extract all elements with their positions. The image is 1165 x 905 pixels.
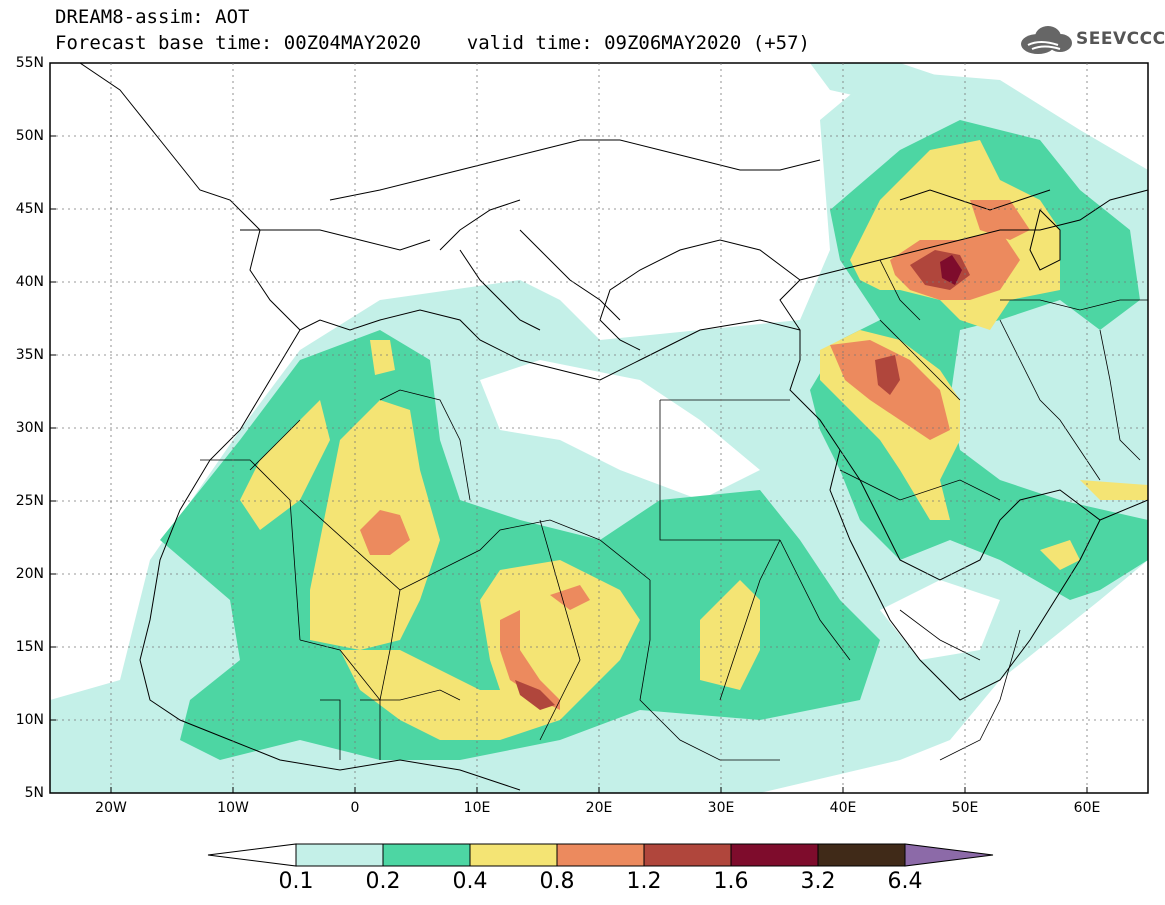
colorbar-swatch	[295, 843, 384, 867]
colorbar-swatch	[469, 843, 558, 867]
gridlines	[50, 63, 1148, 793]
lon-label: 20W	[95, 800, 127, 816]
lon-label: 10W	[217, 800, 249, 816]
cloud-icon	[1021, 26, 1072, 54]
coastlines	[79, 63, 1148, 791]
lat-label: 55N	[15, 55, 44, 71]
lon-label: 20E	[585, 800, 613, 816]
lat-label: 10N	[15, 712, 44, 728]
lat-label: 40N	[15, 274, 44, 290]
colorbar	[207, 843, 994, 867]
lon-label: 50E	[951, 800, 979, 816]
colorbar-label: 1.2	[626, 869, 662, 894]
colorbar-label: 0.1	[278, 869, 314, 894]
colorbar-label: 0.4	[452, 869, 488, 894]
lat-label: 45N	[15, 201, 44, 217]
lon-label: 60E	[1073, 800, 1101, 816]
lon-label: 0	[350, 800, 360, 816]
lat-label: 50N	[15, 128, 44, 144]
colorbar-label: 1.6	[713, 869, 749, 894]
colorbar-swatch	[382, 843, 471, 867]
colorbar-arrow-low	[207, 843, 297, 867]
lon-label: 40E	[829, 800, 857, 816]
lat-label: 30N	[15, 420, 44, 436]
lat-label: 20N	[15, 566, 44, 582]
lat-label: 15N	[15, 639, 44, 655]
lat-label: 25N	[15, 493, 44, 509]
colorbar-swatch	[817, 843, 906, 867]
colorbar-swatch	[643, 843, 732, 867]
axis-ticks	[50, 62, 1088, 794]
forecast-times: Forecast base time: 00Z04MAY2020 valid t…	[55, 32, 810, 54]
colorbar-swatch	[556, 843, 645, 867]
colorbar-swatch	[730, 843, 819, 867]
colorbar-label: 0.8	[539, 869, 575, 894]
colorbar-label: 6.4	[887, 869, 923, 894]
lat-label: 5N	[24, 785, 44, 801]
seevccc-logo: SEEVCCC	[1018, 24, 1165, 56]
lon-label: 30E	[707, 800, 735, 816]
colorbar-label: 0.2	[365, 869, 401, 894]
lat-label: 35N	[15, 347, 44, 363]
colorbar-label: 3.2	[800, 869, 836, 894]
country-borders	[200, 259, 1148, 761]
chart-title: DREAM8-assim: AOT	[55, 6, 250, 28]
colorbar-arrow-high	[904, 843, 994, 867]
logo-text: SEEVCCC	[1076, 29, 1165, 49]
lon-label: 10E	[463, 800, 491, 816]
